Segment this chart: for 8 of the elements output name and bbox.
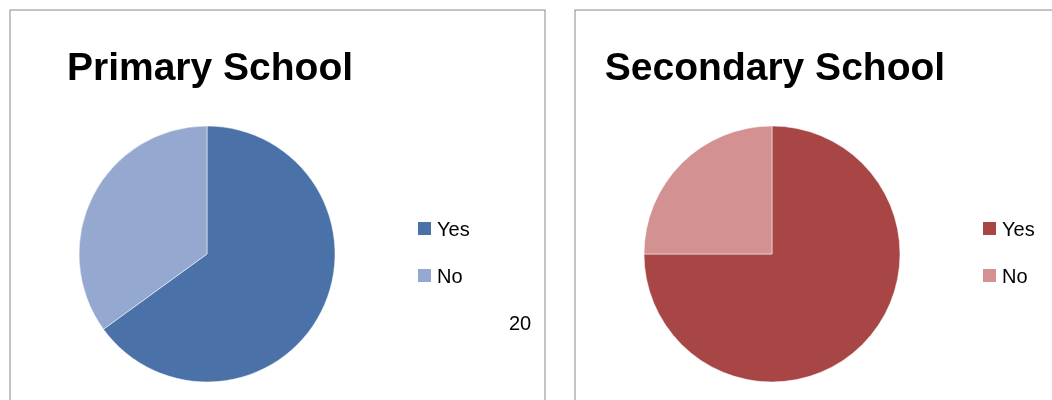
chart-title: Secondary School [604,45,946,88]
legend-label: Yes [1002,218,1035,240]
text: 20 [508,312,532,334]
legend-label: Yes [437,218,470,240]
legend-label: No [1002,265,1028,287]
chart-title: Primary School [66,45,354,88]
pie-slice [643,125,901,383]
legend-label: No [437,265,463,287]
